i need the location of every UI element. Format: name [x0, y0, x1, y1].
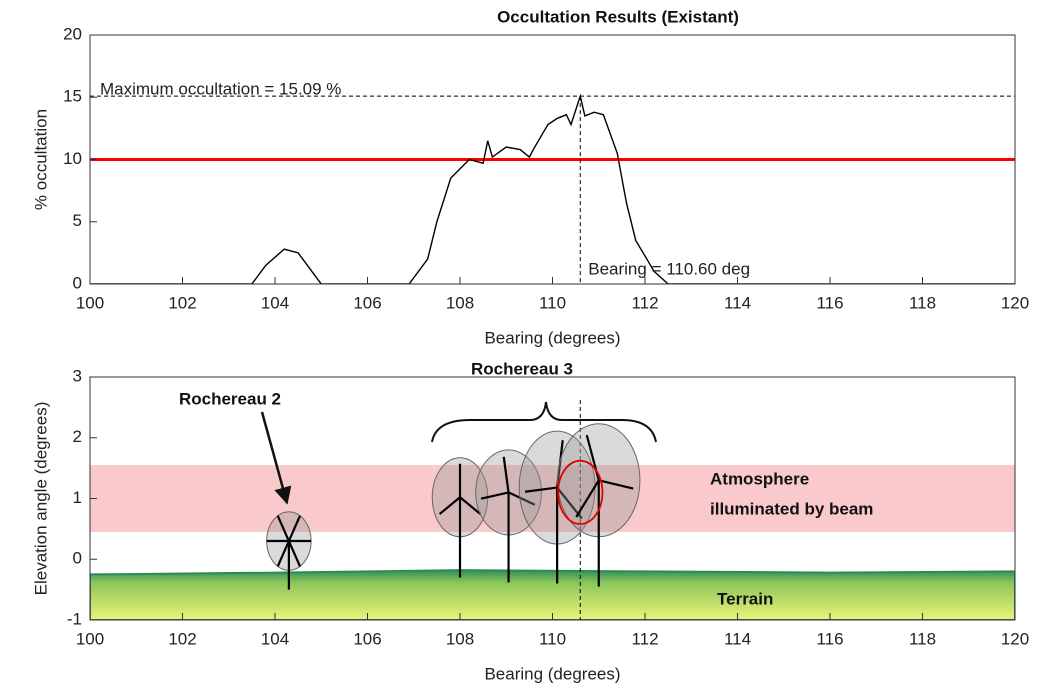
- x-tick-label: 112: [631, 293, 658, 312]
- x-tick-label: 108: [446, 629, 474, 648]
- y-tick-label: 0: [73, 549, 82, 568]
- x-tick-label: 108: [446, 293, 474, 312]
- figure: Maximum occultation = 15.09 % Bearing = 1…: [0, 0, 1055, 693]
- x-tick-label: 106: [353, 293, 381, 312]
- y-tick-label: 0: [73, 273, 82, 292]
- x-axis-label: Bearing (degrees): [484, 664, 620, 683]
- y-tick-label: 20: [63, 24, 82, 43]
- max-label: Maximum occultation = 15.09 %: [100, 80, 341, 99]
- y-tick-label: 15: [63, 87, 82, 106]
- x-tick-label: 118: [909, 629, 936, 648]
- annotation: Terrain: [717, 589, 773, 608]
- x-tick-label: 114: [724, 293, 751, 312]
- x-tick-label: 118: [909, 293, 936, 312]
- y-tick-label: -1: [67, 609, 82, 628]
- annotation: illuminated by beam: [710, 499, 873, 518]
- x-tick-label: 100: [76, 293, 104, 312]
- x-tick-label: 104: [261, 629, 289, 648]
- x-tick-label: 100: [76, 629, 104, 648]
- y-axis-label: % occultation: [31, 109, 50, 210]
- x-tick-label: 102: [168, 629, 196, 648]
- occultation-line: [90, 96, 1015, 284]
- x-tick-label: 112: [631, 629, 658, 648]
- annotation: Atmosphere: [710, 469, 809, 488]
- x-tick-label: 120: [1001, 293, 1029, 312]
- chart-title: Occultation Results (Existant): [497, 7, 739, 26]
- annotation: Rochereau 3: [471, 359, 573, 378]
- x-tick-label: 104: [261, 293, 289, 312]
- y-tick-label: 2: [73, 427, 82, 446]
- x-tick-label: 114: [724, 629, 751, 648]
- x-tick-label: 110: [539, 629, 566, 648]
- plot-area: [90, 400, 1015, 620]
- y-tick-label: 5: [73, 211, 82, 230]
- y-axis-label: Elevation angle (degrees): [31, 402, 50, 596]
- y-tick-label: 3: [73, 366, 82, 385]
- bearing-label: Bearing = 110.60 deg: [588, 259, 750, 278]
- x-tick-label: 106: [353, 629, 381, 648]
- annotation: Rochereau 2: [179, 389, 281, 408]
- x-tick-label: 120: [1001, 629, 1029, 648]
- x-tick-label: 116: [816, 293, 843, 312]
- y-tick-label: 10: [63, 149, 82, 168]
- y-tick-label: 1: [73, 488, 82, 507]
- x-tick-label: 110: [539, 293, 566, 312]
- x-axis-label: Bearing (degrees): [484, 328, 620, 347]
- plot-area: [90, 96, 1015, 284]
- x-tick-label: 102: [168, 293, 196, 312]
- x-tick-label: 116: [816, 629, 843, 648]
- terrain: [90, 570, 1015, 620]
